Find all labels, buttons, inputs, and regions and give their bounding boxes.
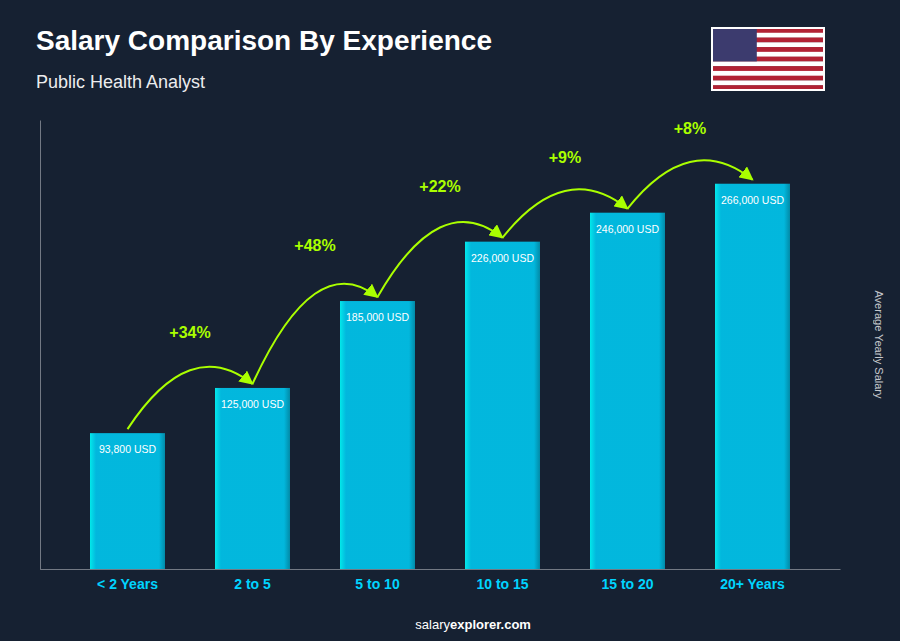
annotation-arrow <box>503 189 628 237</box>
annotation-label: +48% <box>294 237 335 254</box>
x-tick-label: 5 to 10 <box>355 576 400 592</box>
x-tick: 20+ Years <box>720 576 785 592</box>
bars <box>90 184 790 569</box>
data-label: 246,000 USD <box>596 223 659 235</box>
title: Salary Comparison By Experience <box>36 25 492 56</box>
data-label: 185,000 USD <box>346 311 409 323</box>
data-label: 266,000 USD <box>721 194 784 206</box>
bar <box>465 242 540 569</box>
x-axis: < 2 Years 2 to 5 5 to 10 10 to 15 15 to 20 20… <box>41 570 841 592</box>
annotation-label: +8% <box>674 120 706 137</box>
flag-canton <box>712 28 757 61</box>
x-axis-line <box>41 569 841 570</box>
x-tick-label: 15 to 20 <box>601 576 653 592</box>
annotation-arrow <box>128 367 253 429</box>
x-tick-label: < 2 Years <box>97 576 158 592</box>
annotation-label: +34% <box>169 324 210 341</box>
data-label: 226,000 USD <box>471 252 534 264</box>
x-tick: 2 to 5 <box>234 576 271 592</box>
background <box>0 0 900 641</box>
x-tick: < 2 Years <box>97 576 158 592</box>
y-axis <box>40 121 41 570</box>
footer: salary <box>415 617 450 632</box>
x-tick-label: 2 to 5 <box>234 576 271 592</box>
x-tick: 10 to 15 <box>476 576 528 592</box>
flag-stripe <box>712 66 824 71</box>
y-axis-title: Average Yearly Salary <box>873 290 885 399</box>
flag-stripe <box>712 71 824 76</box>
annotation-arrow <box>378 222 503 297</box>
flag <box>712 28 824 90</box>
flag-stripe <box>712 76 824 81</box>
plot: < 2 Years 2 to 5 5 to 10 10 to 15 15 to 20 20… <box>41 120 841 592</box>
x-tick: 15 to 20 <box>601 576 653 592</box>
subtitle: Public Health Analyst <box>36 72 205 92</box>
footer: explorer.com <box>450 617 531 632</box>
annotation-label: +22% <box>419 178 460 195</box>
bar <box>340 301 415 569</box>
flag-border <box>712 28 824 90</box>
data-label: 125,000 USD <box>221 398 284 410</box>
flag-stripe <box>712 80 824 85</box>
y-axis-line <box>40 121 41 570</box>
flag-stripe <box>712 61 824 66</box>
data-labels: 93,800 USD 125,000 USD 185,000 USD 226,000 … <box>99 194 785 455</box>
bar <box>590 213 665 569</box>
bar <box>90 433 165 569</box>
annotation-arrow <box>628 160 753 208</box>
x-tick: 5 to 10 <box>355 576 400 592</box>
annotations: +34% +48% +22% +9% +8% <box>128 120 753 429</box>
bar <box>715 184 790 569</box>
x-tick-label: 10 to 15 <box>476 576 528 592</box>
data-label: 93,800 USD <box>99 443 157 455</box>
annotation-arrow <box>253 284 378 384</box>
chart: Salary Comparison By Experience Public He… <box>0 0 900 641</box>
bar <box>215 388 290 569</box>
x-tick-label: 20+ Years <box>720 576 785 592</box>
annotation-label: +9% <box>549 149 581 166</box>
